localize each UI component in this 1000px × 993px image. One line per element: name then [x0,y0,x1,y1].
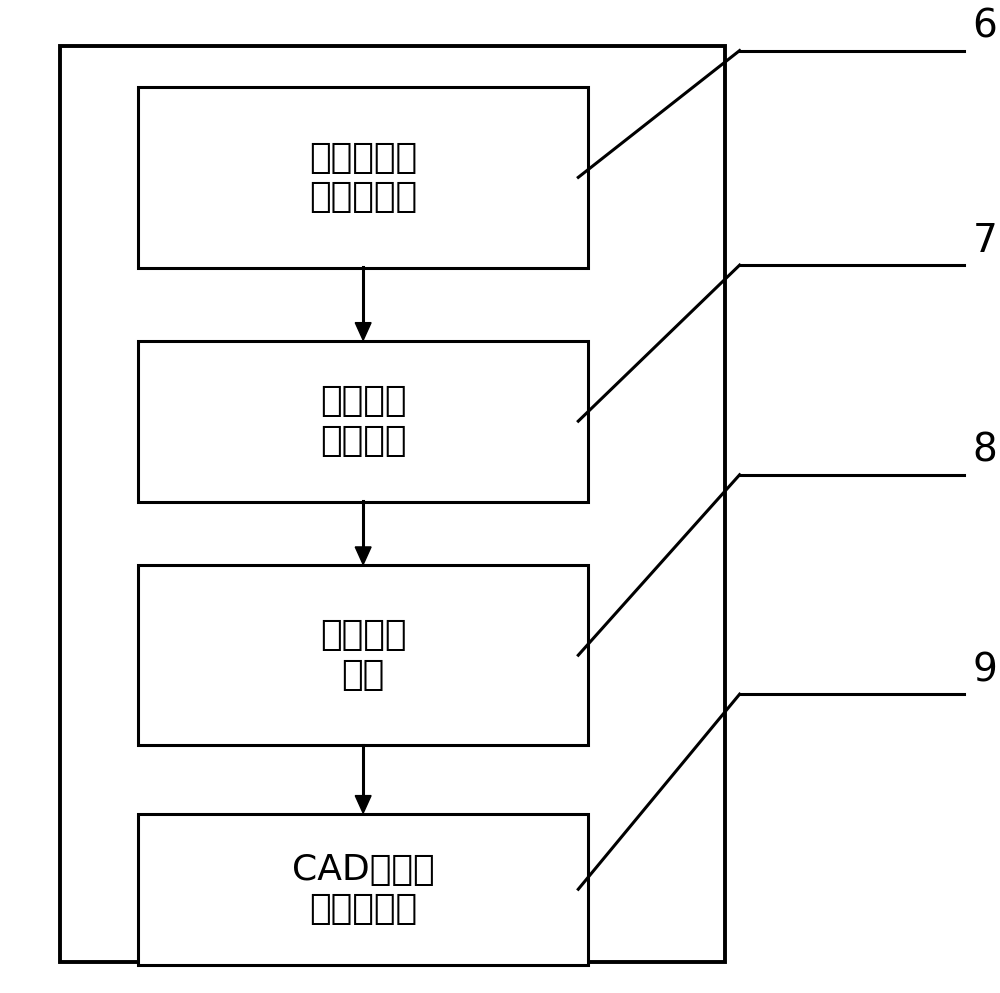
Text: 8: 8 [972,432,997,470]
Bar [138,341,588,501]
Bar [60,46,725,962]
Bar [138,813,588,965]
Bar [138,565,588,746]
Text: 数值计算网
格生成模块: 数值计算网 格生成模块 [309,141,417,214]
Polygon shape [355,795,371,813]
Text: 边界条件
输入模块: 边界条件 输入模块 [320,384,406,458]
Text: 6: 6 [972,8,997,46]
Text: 7: 7 [972,222,997,260]
Bar [138,87,588,267]
Text: 9: 9 [972,651,997,689]
Polygon shape [355,547,371,564]
Text: CAD三维数
值显示模块: CAD三维数 值显示模块 [292,853,434,925]
Polygon shape [355,323,371,341]
Text: 数值计算
模块: 数值计算 模块 [320,619,406,692]
